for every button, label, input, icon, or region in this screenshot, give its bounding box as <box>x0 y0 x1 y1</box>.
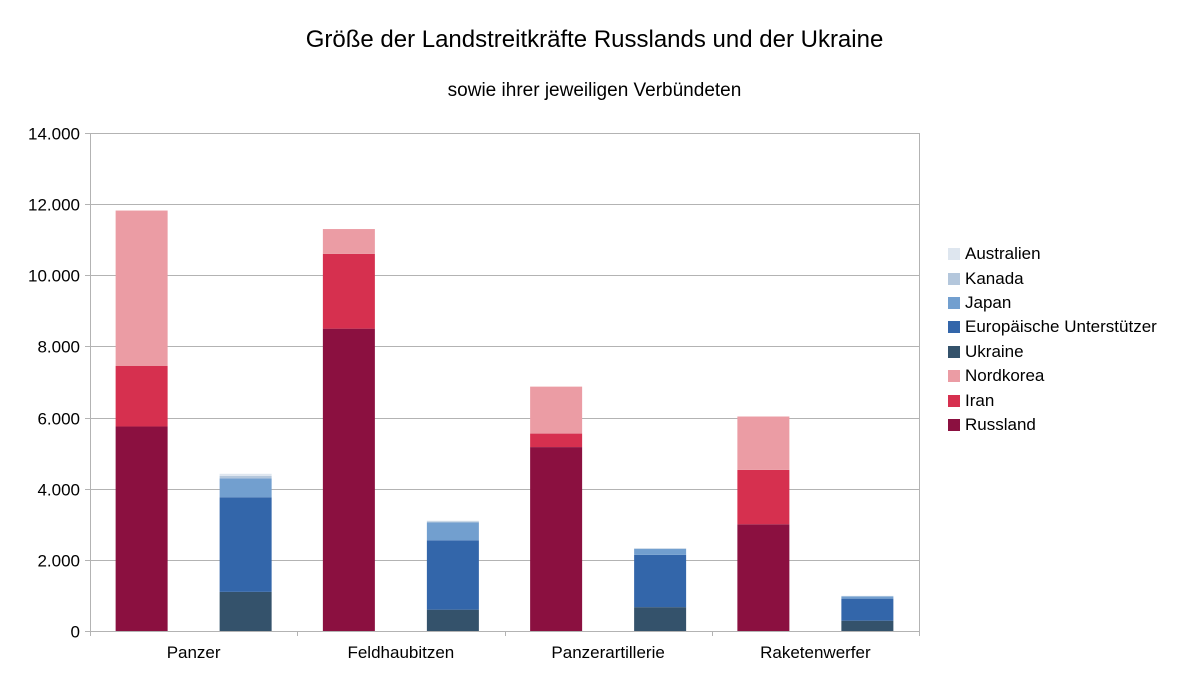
legend-swatch <box>948 418 960 431</box>
legend-swatch <box>948 345 960 358</box>
bar-iran-0 <box>115 365 168 427</box>
bar-iran-2 <box>530 433 583 448</box>
legend-item: Europäische Unterstützer <box>948 315 1157 339</box>
bar-russland-0 <box>115 426 168 631</box>
legend-label: Europäische Unterstützer <box>965 317 1157 337</box>
bar-japan-0 <box>219 478 272 498</box>
axes: 0 2.000 4.000 6.000 8.000 10.000 12.000 14.000 P… <box>28 125 920 662</box>
legend-item: Ukraine <box>948 340 1157 364</box>
bar-kanada-1 <box>426 521 479 523</box>
bar-europäische-unterstützer-3 <box>841 598 894 621</box>
legend-swatch <box>948 272 960 285</box>
x-category-label: Raketenwerfer <box>760 643 871 662</box>
bar-ukraine-2 <box>634 607 687 631</box>
bar-japan-2 <box>634 548 687 555</box>
chart-title: Größe der Landstreitkräfte Russlands und… <box>305 26 884 53</box>
legend: Australien Kanada Japan Europäische Unterst… <box>948 242 1157 437</box>
legend-swatch <box>948 321 960 334</box>
bar-ukraine-1 <box>426 609 479 631</box>
y-tick-label: 4.000 <box>37 481 80 500</box>
bar-australien-0 <box>219 473 272 476</box>
bar-europäische-unterstützer-1 <box>426 540 479 610</box>
legend-label: Russland <box>965 414 1036 434</box>
bar-russland-1 <box>322 328 375 631</box>
bar-europäische-unterstützer-0 <box>219 497 272 592</box>
bar-nordkorea-1 <box>322 229 375 254</box>
bar-ukraine-3 <box>841 620 894 631</box>
y-tick-label: 12.000 <box>28 196 80 215</box>
x-category-label: Panzerartillerie <box>551 643 664 662</box>
bar-russland-2 <box>530 447 583 631</box>
bar-japan-1 <box>426 522 479 541</box>
legend-swatch <box>948 394 960 407</box>
bar-series <box>115 210 894 631</box>
bar-ukraine-0 <box>219 591 272 631</box>
y-tick-label: 8.000 <box>37 338 80 357</box>
bar-nordkorea-3 <box>737 416 790 470</box>
legend-item: Iran <box>948 388 1157 412</box>
legend-label: Iran <box>965 390 995 410</box>
legend-label: Kanada <box>965 268 1024 288</box>
bar-japan-3 <box>841 596 894 599</box>
legend-item: Australien <box>948 242 1157 266</box>
bar-kanada-0 <box>219 475 272 479</box>
y-tick-label: 6.000 <box>37 410 80 429</box>
bar-russland-3 <box>737 524 790 631</box>
y-tick-label: 10.000 <box>28 267 80 286</box>
legend-item: Japan <box>948 291 1157 315</box>
legend-item: Russland <box>948 413 1157 437</box>
bar-nordkorea-0 <box>115 210 168 366</box>
bar-australien-1 <box>426 520 479 522</box>
bar-europäische-unterstützer-2 <box>634 554 687 608</box>
legend-label: Japan <box>965 292 1012 312</box>
x-category-label: Panzer <box>167 643 221 662</box>
y-tick-label: 14.000 <box>28 125 80 144</box>
bar-iran-1 <box>322 253 375 329</box>
legend-label: Ukraine <box>965 341 1024 361</box>
legend-swatch <box>948 296 960 309</box>
chart-subtitle: sowie ihrer jeweiligen Verbündeten <box>447 80 742 101</box>
bar-iran-3 <box>737 469 790 525</box>
y-tick-label: 2.000 <box>37 552 80 571</box>
legend-label: Australien <box>965 244 1041 264</box>
legend-swatch <box>948 248 960 261</box>
y-tick-label: 0 <box>71 623 80 642</box>
x-category-label: Feldhaubitzen <box>347 643 454 662</box>
grid-lines <box>90 133 920 632</box>
legend-label: Nordkorea <box>965 366 1045 386</box>
bar-nordkorea-2 <box>530 386 583 434</box>
legend-swatch <box>948 370 960 383</box>
legend-item: Kanada <box>948 266 1157 290</box>
legend-item: Nordkorea <box>948 364 1157 388</box>
